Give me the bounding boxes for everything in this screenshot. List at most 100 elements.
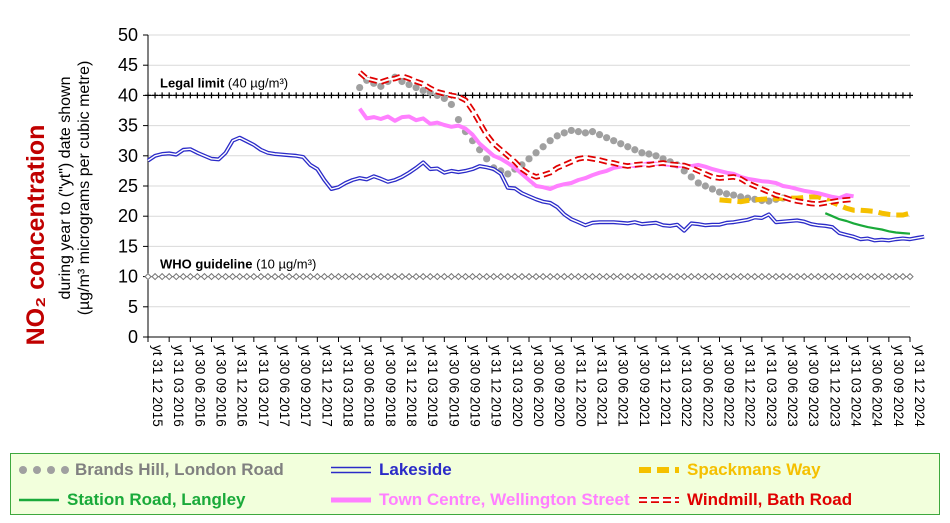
reference-marker bbox=[236, 92, 243, 99]
reference-marker bbox=[589, 92, 596, 99]
reference-marker bbox=[292, 272, 300, 281]
reference-marker bbox=[525, 272, 533, 281]
reference-marker bbox=[447, 272, 456, 281]
x-tick-label: yt 31 03 2018 bbox=[341, 345, 356, 427]
reference-marker bbox=[801, 92, 808, 99]
legend-item-brands-hill: Brands Hill, London Road bbox=[17, 458, 284, 482]
reference-marker bbox=[320, 272, 329, 281]
reference-marker bbox=[667, 92, 674, 99]
reference-marker bbox=[490, 92, 497, 99]
reference-marker bbox=[808, 92, 815, 99]
series-brands-hill-london-road-point bbox=[603, 134, 611, 142]
reference-marker bbox=[694, 272, 703, 281]
series-brands-hill-london-road-point bbox=[560, 129, 568, 137]
y-tick-label: 5 bbox=[128, 297, 138, 317]
series-brands-hill-london-road-point bbox=[730, 191, 738, 199]
reference-marker bbox=[370, 272, 378, 281]
reference-marker bbox=[348, 272, 357, 281]
reference-marker bbox=[482, 272, 491, 281]
reference-marker bbox=[553, 272, 561, 281]
series-brands-hill-london-road-point bbox=[574, 128, 582, 136]
x-tick-label: yt 31 12 2021 bbox=[658, 345, 673, 427]
series-brands-hill-london-road-point bbox=[377, 82, 385, 90]
reference-marker bbox=[172, 272, 180, 281]
reference-marker bbox=[899, 272, 907, 281]
x-tick-label: yt 30 06 2018 bbox=[362, 345, 377, 427]
x-tick-label: yt 30 06 2024 bbox=[870, 345, 885, 427]
x-tick-label: yt 31 12 2016 bbox=[235, 345, 250, 427]
series-windmill-bath-road-line-inner bbox=[359, 71, 854, 206]
reference-marker bbox=[243, 92, 250, 99]
x-tick-label: yt 31 12 2022 bbox=[743, 345, 758, 427]
reference-marker bbox=[151, 272, 159, 281]
series-brands-hill-london-road-point bbox=[405, 80, 413, 89]
series-brands-hill-london-road-point bbox=[631, 146, 639, 154]
reference-marker bbox=[300, 92, 307, 99]
y-tick-label: 10 bbox=[118, 267, 138, 287]
series-brands-hill-london-road-point bbox=[532, 149, 540, 157]
series-brands-hill-london-road-point bbox=[419, 86, 427, 95]
reference-marker bbox=[856, 272, 865, 281]
reference-marker bbox=[384, 272, 392, 281]
x-tick-label: yt 31 12 2019 bbox=[489, 345, 504, 427]
reference-marker bbox=[307, 92, 314, 99]
reference-marker bbox=[574, 272, 583, 281]
series-brands-hill-london-road-point bbox=[412, 83, 420, 92]
reference-marker bbox=[800, 272, 808, 281]
reference-marker bbox=[871, 92, 878, 99]
reference-marker bbox=[221, 272, 230, 281]
y-tick-label: 15 bbox=[118, 236, 138, 256]
reference-marker bbox=[638, 272, 646, 281]
reference-marker bbox=[892, 92, 899, 99]
reference-marker bbox=[313, 272, 322, 281]
y-tick-label: 0 bbox=[128, 327, 138, 347]
reference-marker bbox=[222, 92, 229, 99]
reference-marker bbox=[363, 92, 370, 99]
reference-marker bbox=[490, 272, 498, 281]
x-tick-label: yt 30 06 2022 bbox=[700, 345, 715, 427]
reference-marker bbox=[779, 272, 787, 281]
legend-item-windmill: Windmill, Bath Road bbox=[637, 488, 852, 512]
legend-label: Station Road, Langley bbox=[67, 490, 246, 509]
series-lakeside-line-inner bbox=[147, 137, 925, 242]
reference-marker bbox=[822, 92, 829, 99]
reference-marker bbox=[215, 92, 222, 99]
reference-marker bbox=[652, 272, 660, 281]
x-tick-label: yt 30 06 2021 bbox=[616, 345, 631, 427]
reference-marker bbox=[659, 272, 667, 281]
reference-marker bbox=[349, 92, 356, 99]
reference-marker bbox=[617, 92, 624, 99]
x-tick-label: yt 31 03 2020 bbox=[510, 345, 525, 427]
x-tick-label: yt 31 03 2021 bbox=[595, 345, 610, 427]
reference-marker bbox=[152, 92, 159, 99]
reference-marker bbox=[878, 92, 885, 99]
series-brands-hill-london-road-point bbox=[652, 152, 660, 160]
reference-marker bbox=[624, 272, 632, 281]
series-brands-hill-london-road-point bbox=[701, 182, 709, 190]
reference-marker bbox=[398, 272, 406, 281]
series-brands-hill-london-road-point bbox=[454, 115, 463, 124]
reference-marker bbox=[356, 92, 363, 99]
reference-marker bbox=[539, 272, 547, 281]
reference-marker bbox=[638, 92, 645, 99]
legend-item-lakeside: Lakeside bbox=[329, 458, 452, 482]
reference-marker bbox=[723, 92, 730, 99]
x-tick-label: yt 31 12 2023 bbox=[827, 345, 842, 427]
reference-marker bbox=[406, 92, 413, 99]
y-tick-label: 35 bbox=[118, 116, 138, 136]
reference-marker bbox=[772, 272, 780, 281]
reference-marker bbox=[688, 92, 695, 99]
reference-marker bbox=[335, 92, 342, 99]
x-tick-label: yt 30 09 2022 bbox=[722, 345, 737, 427]
reference-marker bbox=[814, 272, 822, 281]
x-tick-label: yt 30 09 2021 bbox=[637, 345, 652, 427]
reference-marker bbox=[391, 92, 398, 99]
series-brands-hill-london-road-point bbox=[715, 188, 724, 196]
reference-marker bbox=[370, 92, 377, 99]
reference-marker bbox=[454, 272, 463, 281]
reference-label: WHO guideline (10 µg/m³) bbox=[160, 257, 316, 272]
series-brands-hill-london-road-point bbox=[737, 193, 745, 201]
y-tick-label: 45 bbox=[118, 55, 138, 75]
x-tick-label: yt 30 09 2016 bbox=[214, 345, 229, 427]
reference-marker bbox=[208, 92, 215, 99]
